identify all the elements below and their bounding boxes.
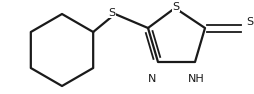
Text: S: S bbox=[172, 2, 180, 12]
Text: NH: NH bbox=[188, 74, 204, 84]
Text: S: S bbox=[246, 17, 253, 27]
Text: S: S bbox=[108, 8, 116, 18]
Text: N: N bbox=[148, 74, 156, 84]
